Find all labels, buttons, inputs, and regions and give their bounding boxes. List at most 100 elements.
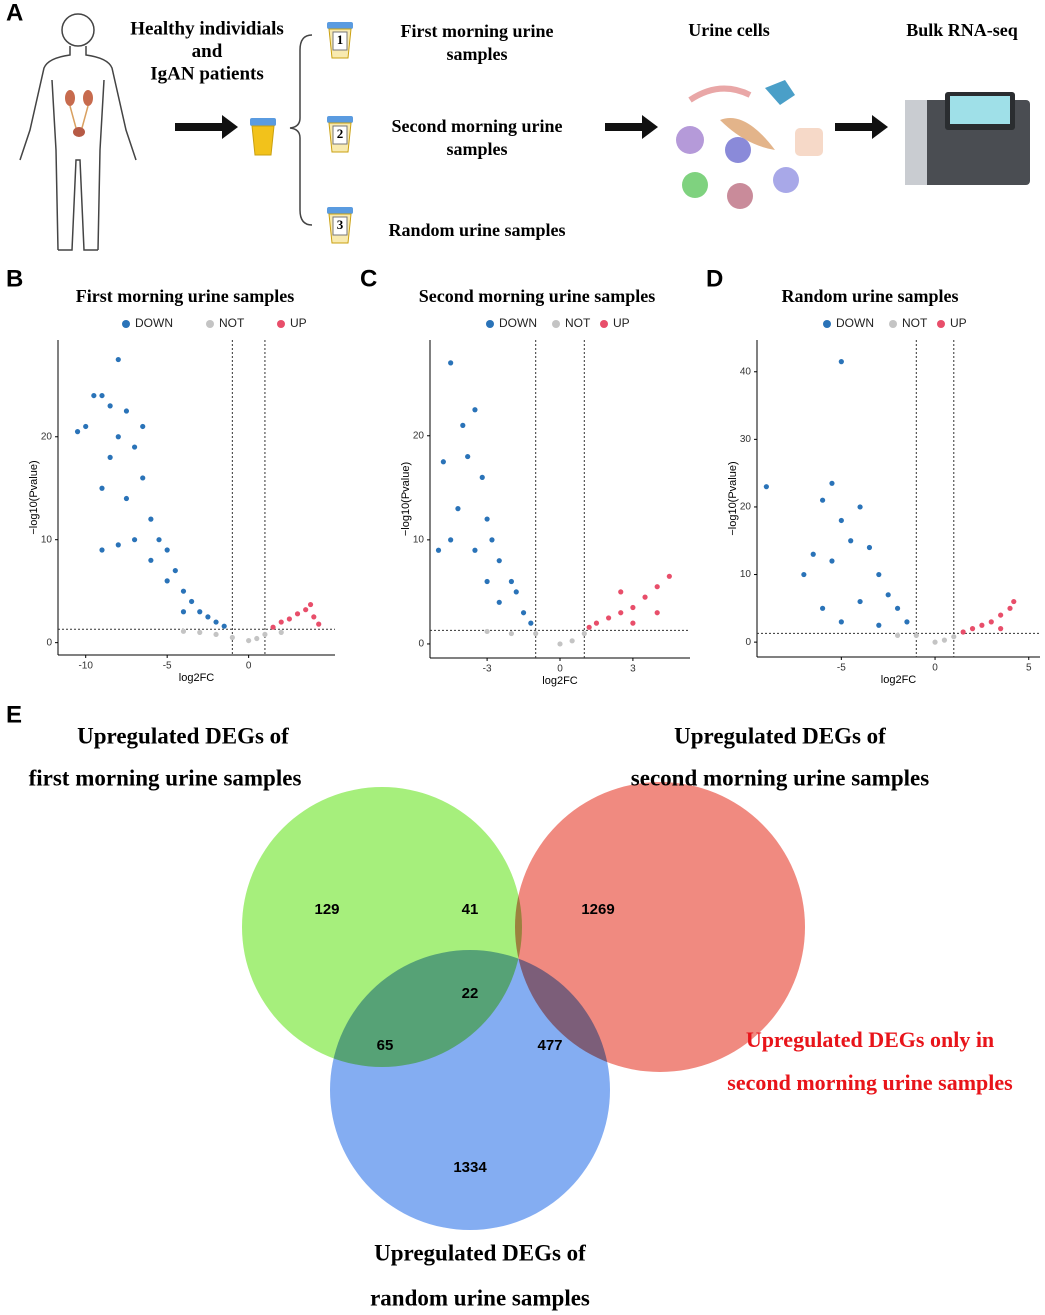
sample-label: Second morning urine: [391, 116, 562, 136]
sample-label: Random urine samples: [388, 220, 565, 240]
panel-label: B: [6, 265, 23, 292]
legend-label: DOWN: [836, 316, 874, 330]
y-tick-label: 0: [46, 637, 52, 648]
cells-label: Urine cells: [688, 20, 769, 40]
point: [810, 551, 816, 557]
point: [848, 538, 854, 544]
subject-label: Healthy individials: [130, 18, 284, 39]
point: [311, 614, 317, 620]
x-axis-label: log2FC: [179, 672, 215, 684]
point: [951, 634, 957, 640]
point: [528, 620, 534, 626]
point: [654, 610, 660, 616]
point: [148, 516, 154, 522]
chart-title: Second morning urine samples: [419, 286, 656, 306]
y-tick-label: 10: [740, 569, 752, 580]
point: [876, 622, 882, 628]
x-tick-label: -3: [483, 664, 492, 675]
region-count: 65: [377, 1037, 394, 1054]
point: [819, 605, 826, 611]
point: [270, 624, 276, 630]
cup-number: 3: [337, 217, 344, 232]
point: [969, 626, 976, 632]
point: [180, 609, 187, 615]
legend-swatch: [552, 320, 560, 328]
y-tick-label: 20: [740, 502, 752, 513]
cells: [676, 80, 823, 209]
point: [140, 423, 146, 430]
point: [123, 495, 130, 502]
legend-label: DOWN: [135, 316, 173, 330]
point: [838, 517, 844, 524]
point: [131, 444, 138, 450]
legend-swatch: [937, 320, 945, 328]
point: [278, 629, 284, 635]
y-tick-label: 10: [413, 534, 425, 545]
annotation: Upregulated DEGs only in: [746, 1027, 994, 1052]
point: [484, 516, 490, 522]
sample-label: First morning urine: [401, 21, 554, 41]
point: [569, 638, 575, 644]
point: [197, 609, 203, 615]
point: [605, 615, 612, 621]
point: [115, 542, 121, 548]
x-tick-label: -5: [163, 661, 172, 672]
point: [294, 611, 301, 617]
point: [876, 571, 882, 578]
point: [489, 537, 495, 543]
point: [316, 621, 322, 627]
point: [455, 506, 461, 512]
point: [440, 459, 446, 465]
subject-label: IgAN patients: [150, 63, 263, 84]
point: [74, 429, 81, 435]
point: [164, 578, 170, 584]
point: [254, 635, 260, 642]
x-tick-label: -10: [78, 661, 93, 672]
region-count: 1269: [581, 901, 614, 918]
point: [819, 497, 826, 503]
point: [496, 599, 502, 605]
point: [213, 631, 219, 638]
point: [581, 630, 587, 637]
point: [998, 626, 1004, 632]
point: [666, 573, 672, 579]
legend-swatch: [823, 320, 831, 328]
point: [307, 601, 314, 608]
x-tick-label: 0: [246, 661, 252, 672]
point: [838, 619, 844, 625]
panel-label: C: [360, 265, 377, 292]
point: [246, 637, 252, 644]
point: [654, 584, 660, 590]
point: [484, 628, 490, 635]
cup-number: 1: [337, 32, 344, 47]
body-outline: [19, 13, 137, 251]
y-tick-label: 30: [740, 434, 752, 445]
chart-title: First morning urine samples: [76, 286, 295, 306]
venn-circle: [330, 950, 610, 1230]
point: [83, 423, 89, 430]
point: [448, 360, 454, 366]
point: [618, 589, 624, 595]
urine-cup: [327, 22, 353, 59]
x-tick-label: 0: [932, 663, 938, 674]
point: [801, 571, 807, 578]
set-label: random urine samples: [370, 1285, 590, 1310]
point: [857, 598, 863, 605]
point: [140, 475, 146, 481]
legend-swatch: [600, 320, 608, 328]
legend-label: UP: [290, 316, 307, 330]
point: [99, 392, 105, 399]
y-axis-label: −log10(Pvalue): [727, 461, 739, 535]
legend-swatch: [277, 320, 285, 328]
point: [465, 453, 471, 460]
legend-label: NOT: [565, 316, 591, 330]
legend-swatch: [122, 320, 130, 328]
sequencing-label: Bulk RNA-seq: [906, 20, 1018, 40]
legend-label: NOT: [219, 316, 245, 330]
set-label: first morning urine samples: [29, 765, 302, 790]
legend-swatch: [206, 320, 214, 328]
point: [513, 589, 519, 595]
point: [642, 594, 648, 600]
point: [197, 629, 203, 635]
point: [229, 634, 235, 641]
